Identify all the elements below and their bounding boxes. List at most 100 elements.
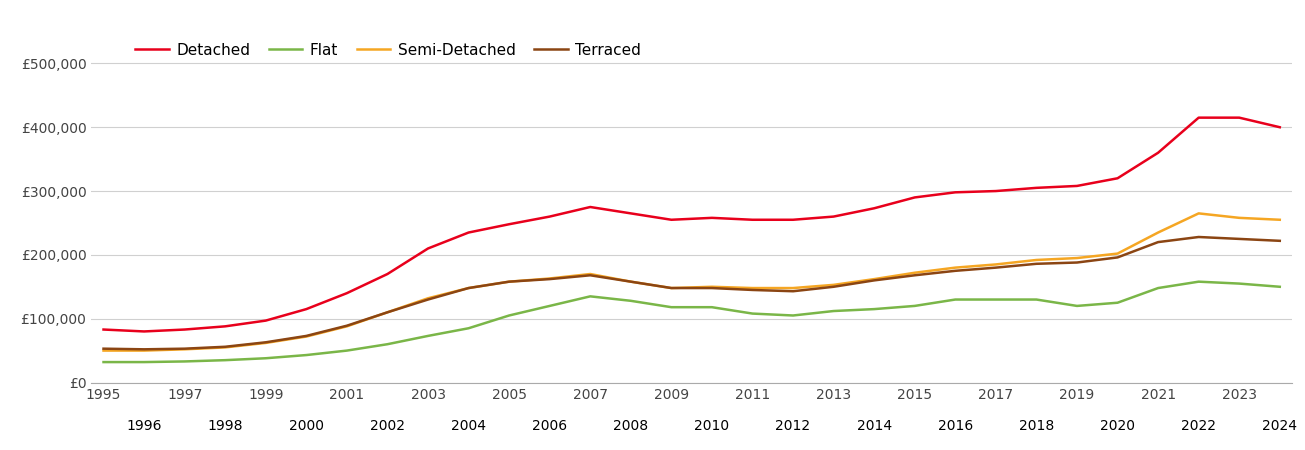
Detached xyxy=(380,271,395,277)
Terraced xyxy=(218,344,234,350)
Semi-Detached xyxy=(461,285,476,291)
Flat xyxy=(501,313,517,318)
Detached xyxy=(461,230,476,235)
Semi-Detached xyxy=(299,334,315,339)
Semi-Detached xyxy=(907,270,923,275)
Flat xyxy=(786,313,801,318)
Terraced xyxy=(299,333,315,338)
Flat xyxy=(1232,281,1248,286)
Detached xyxy=(1109,176,1125,181)
Terraced xyxy=(988,265,1004,270)
Terraced xyxy=(176,346,192,351)
Flat xyxy=(663,305,679,310)
Terraced xyxy=(339,323,355,328)
Flat xyxy=(988,297,1004,302)
Terraced xyxy=(705,285,720,291)
Terraced xyxy=(95,346,111,351)
Terraced xyxy=(1272,238,1288,243)
Detached xyxy=(95,327,111,332)
Semi-Detached xyxy=(786,285,801,291)
Detached xyxy=(542,214,557,219)
Terraced xyxy=(867,278,882,283)
Detached xyxy=(501,221,517,227)
Semi-Detached xyxy=(136,348,151,353)
Flat xyxy=(299,352,315,358)
Terraced xyxy=(380,310,395,315)
Terraced xyxy=(786,288,801,294)
Detached xyxy=(867,206,882,211)
Detached xyxy=(663,217,679,222)
Flat xyxy=(136,360,151,365)
Semi-Detached xyxy=(988,262,1004,267)
Line: Semi-Detached: Semi-Detached xyxy=(103,213,1280,351)
Detached xyxy=(258,318,274,323)
Semi-Detached xyxy=(176,346,192,352)
Flat xyxy=(1191,279,1207,284)
Terraced xyxy=(501,279,517,284)
Flat xyxy=(947,297,963,302)
Flat xyxy=(745,311,761,316)
Terraced xyxy=(1150,239,1165,245)
Semi-Detached xyxy=(339,324,355,329)
Semi-Detached xyxy=(705,284,720,289)
Semi-Detached xyxy=(1191,211,1207,216)
Terraced xyxy=(582,273,598,278)
Detached xyxy=(339,290,355,296)
Semi-Detached xyxy=(1150,230,1165,235)
Flat xyxy=(218,357,234,363)
Detached xyxy=(1150,150,1165,155)
Detached xyxy=(947,189,963,195)
Flat xyxy=(826,308,842,314)
Terraced xyxy=(663,285,679,291)
Semi-Detached xyxy=(1069,255,1084,261)
Semi-Detached xyxy=(1232,215,1248,220)
Terraced xyxy=(622,279,638,284)
Terraced xyxy=(258,340,274,345)
Legend: Detached, Flat, Semi-Detached, Terraced: Detached, Flat, Semi-Detached, Terraced xyxy=(134,43,641,58)
Semi-Detached xyxy=(1272,217,1288,222)
Terraced xyxy=(1069,260,1084,265)
Terraced xyxy=(826,284,842,289)
Flat xyxy=(95,360,111,365)
Flat xyxy=(582,294,598,299)
Terraced xyxy=(542,276,557,282)
Detached xyxy=(1069,183,1084,189)
Flat xyxy=(1028,297,1044,302)
Terraced xyxy=(907,273,923,278)
Semi-Detached xyxy=(1109,251,1125,256)
Flat xyxy=(1069,303,1084,309)
Flat xyxy=(380,342,395,347)
Terraced xyxy=(420,297,436,302)
Semi-Detached xyxy=(258,340,274,346)
Line: Terraced: Terraced xyxy=(103,237,1280,349)
Semi-Detached xyxy=(622,279,638,284)
Detached xyxy=(988,189,1004,194)
Flat xyxy=(1109,300,1125,306)
Detached xyxy=(176,327,192,332)
Flat xyxy=(461,325,476,331)
Detached xyxy=(705,215,720,220)
Flat xyxy=(907,303,923,309)
Semi-Detached xyxy=(95,348,111,353)
Detached xyxy=(622,211,638,216)
Flat xyxy=(705,305,720,310)
Detached xyxy=(299,306,315,312)
Semi-Detached xyxy=(380,310,395,315)
Semi-Detached xyxy=(663,285,679,291)
Detached xyxy=(1028,185,1044,190)
Flat xyxy=(420,333,436,338)
Flat xyxy=(258,356,274,361)
Line: Detached: Detached xyxy=(103,117,1280,332)
Detached xyxy=(582,204,598,210)
Semi-Detached xyxy=(420,296,436,301)
Terraced xyxy=(1232,236,1248,242)
Flat xyxy=(1272,284,1288,289)
Detached xyxy=(1232,115,1248,120)
Detached xyxy=(826,214,842,219)
Detached xyxy=(136,329,151,334)
Detached xyxy=(907,195,923,200)
Terraced xyxy=(461,285,476,291)
Flat xyxy=(542,303,557,309)
Semi-Detached xyxy=(745,285,761,291)
Semi-Detached xyxy=(501,279,517,284)
